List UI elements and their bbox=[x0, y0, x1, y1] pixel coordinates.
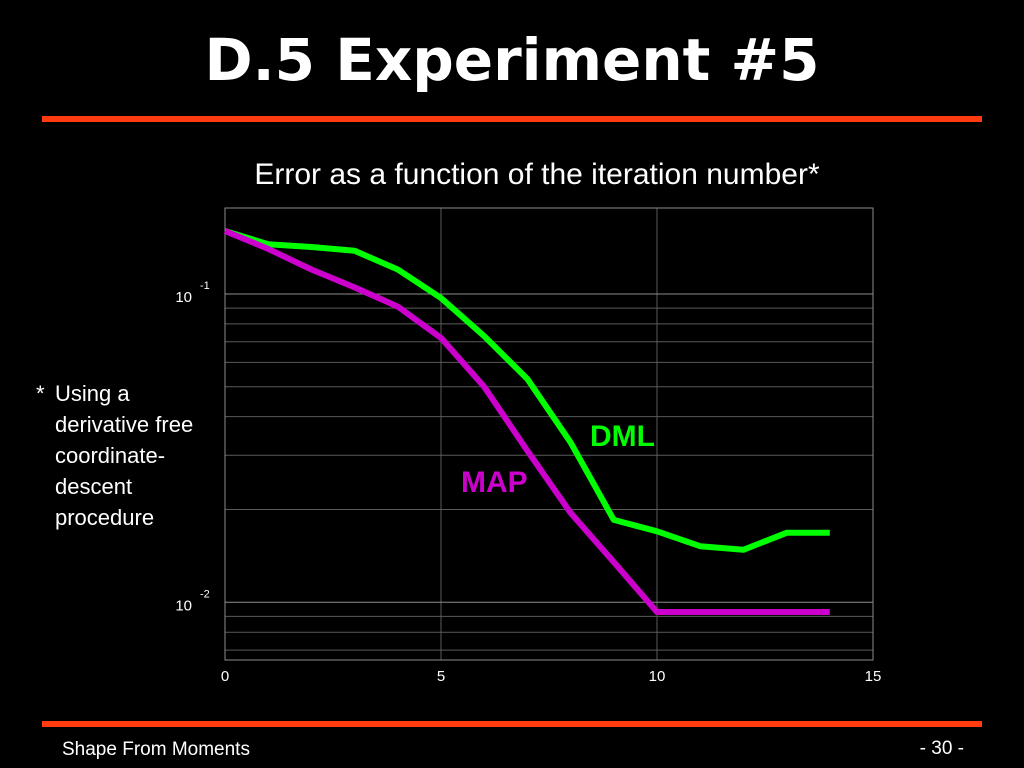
series-label-dml: DML bbox=[590, 420, 655, 453]
footnote-marker: * bbox=[36, 381, 45, 406]
y-tick-exponent: -2 bbox=[200, 588, 210, 600]
chart-title: Error as a function of the iteration num… bbox=[254, 158, 820, 191]
x-tick-label: 10 bbox=[649, 668, 666, 685]
footer-divider bbox=[42, 721, 982, 727]
series-label-map: MAP bbox=[461, 466, 528, 499]
axis-ticks: 0 5 10 15 10 -1 10 -2 bbox=[175, 280, 881, 685]
title-divider bbox=[42, 116, 982, 122]
y-tick-exponent: -1 bbox=[200, 280, 210, 292]
y-tick-label: 10 bbox=[175, 597, 192, 614]
y-tick-label: 10 bbox=[175, 289, 192, 306]
x-tick-label: 15 bbox=[865, 668, 882, 685]
page-number: - 30 - bbox=[919, 738, 964, 759]
series-line-map bbox=[223, 228, 830, 615]
x-tick-label: 5 bbox=[437, 668, 445, 685]
footer-title: Shape From Moments bbox=[62, 739, 250, 760]
footnote-text: Using a derivative free coordinate-desce… bbox=[55, 381, 194, 530]
x-tick-label: 0 bbox=[221, 668, 229, 685]
series-lines bbox=[223, 228, 830, 615]
footnote: * Using a derivative free coordinate-des… bbox=[32, 378, 207, 533]
slide-title: D.5 Experiment #5 bbox=[204, 26, 820, 94]
plot-frame bbox=[224, 207, 874, 661]
series-line-dml bbox=[224, 228, 830, 553]
